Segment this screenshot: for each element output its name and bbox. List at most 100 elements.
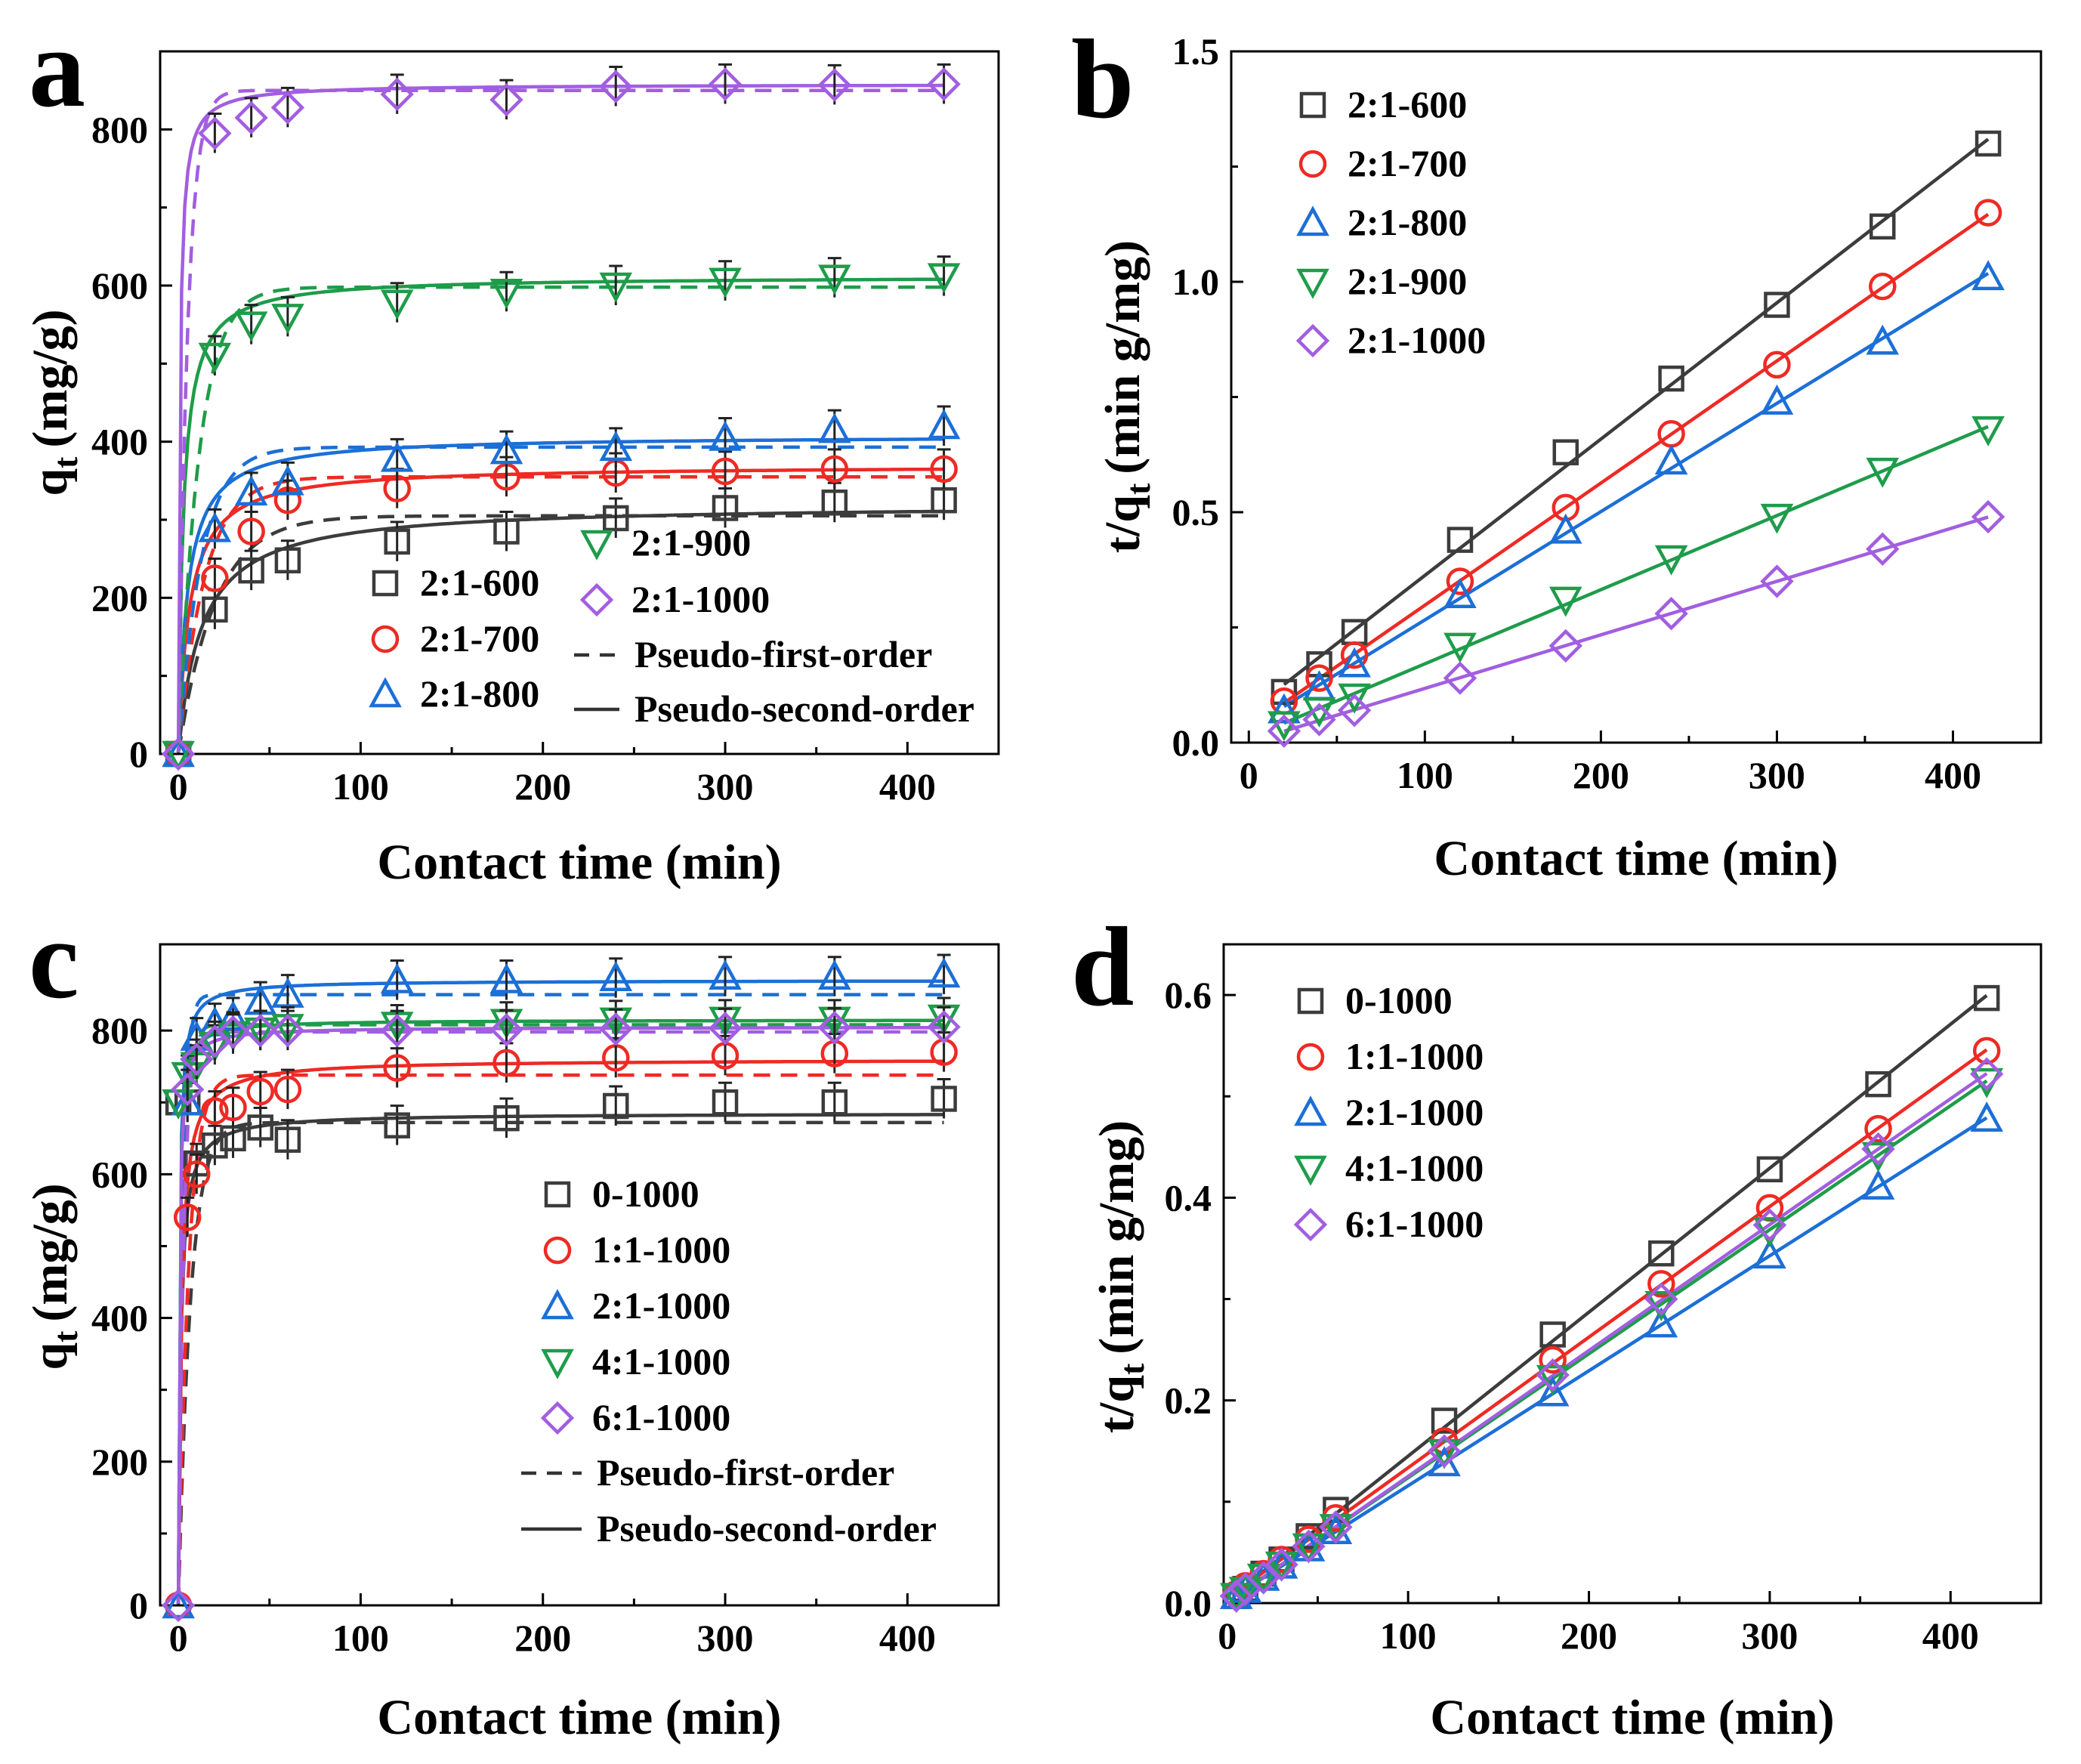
panel-b-y-axis-title-sub: t [1119,483,1157,495]
panel-d-linear-fit-line [1235,1072,1988,1598]
panel-a-x-tick-label: 300 [697,765,754,808]
panel-b-marks: 0 100 200 300 400 0.0 0.5 1.0 1.5 2:1-600 2:1-700 2… [1172,30,2005,796]
panel-c-data-point [599,1012,633,1046]
panel-d-linear-fit-line [1235,993,1988,1595]
panel-c-legend-label: 2:1-1000 [592,1284,730,1327]
panel-d-x-axis-title: Contact time (min) [1430,1690,1834,1745]
panel-c-x-tick-label: 0 [169,1617,188,1659]
panel-a-legend-marker [369,677,402,708]
panel-b-data-point [1974,199,2002,227]
panel-c-data-point [818,959,851,990]
panel-d-data-point [1865,1070,1891,1098]
panel-d-data-point [1264,1551,1298,1582]
panel-c-y-tick-label: 0 [129,1584,148,1627]
panel-a-pfo-fit-line [176,514,944,753]
panel-c-data-point [247,1114,273,1141]
panel-d-data-point [1647,1270,1675,1298]
panel-a-data-point [931,487,957,514]
panel-b-legend-label: 2:1-700 [1348,142,1467,184]
panel-d-linear-fit-line [1235,1116,1988,1597]
panel-d-legend-label: 6:1-1000 [1345,1203,1484,1245]
panel-c-y-tick-label: 400 [91,1297,148,1339]
panel-c-data-point [171,1072,205,1107]
panel-c-pso-fit-line [176,1113,944,1605]
panel-c-data-point [383,1054,411,1082]
panel-c-data-point [927,1010,961,1044]
panel-a-plot-frame [159,50,1000,755]
panel-c-legend-marker [541,1289,574,1320]
panel-a-data-point [599,431,633,462]
panel-a-legend-marker [579,582,614,617]
panel-d-data-point [1246,1561,1280,1595]
panel-c-pso-fit-line [176,1026,944,1605]
panel-a-data-point [820,455,849,483]
panel-c-letter: c [29,897,79,1022]
panel-b-data-point [1866,457,1900,488]
panel-b-linear-fit-line [1283,425,1989,725]
panel-c-data-point [171,1085,204,1116]
panel-a-data-point [493,518,520,545]
panel-d-data-point [1319,1510,1353,1544]
panel-d-data-point [1864,1114,1892,1143]
panel-a-data-point [274,547,301,573]
panel-b-data-point [1548,513,1582,544]
panel-a-data-point [162,740,195,771]
panel-b-data-point [1267,693,1301,724]
panel-a-x-tick-label: 200 [514,765,571,808]
panel-a-data-point [818,264,851,295]
panel-d-x-tick-label: 0 [1218,1614,1237,1657]
panel-a-data-point [599,272,633,303]
panel-b-data-point [1548,586,1582,617]
panel-a-data-point [709,420,742,451]
panel-b-x-tick-label: 300 [1749,754,1805,796]
panel-b-data-point [1267,714,1301,748]
panel-d-x-tick-label: 300 [1741,1614,1798,1657]
panel-b-legend-marker [1299,91,1326,119]
panel-b-data-point [1446,567,1474,595]
panel-d-legend-label: 4:1-1000 [1345,1147,1484,1189]
panel-d-data-point [1970,1101,2003,1132]
panel-c-pso-fit-line [176,979,944,1605]
panel-d-data-point [1428,1438,1461,1469]
panel-c-y-tick-label: 800 [91,1009,148,1052]
panel-a-data-point [927,409,961,440]
panel-d-data-point [1292,1533,1326,1564]
panel-a: a 0 100 200 300 400 0 200 400 600 800 2:1-600 2:1-7… [23,5,1000,890]
panel-b-y-axis-title-main: t/q [1095,495,1150,553]
panel-a-data-point [708,67,743,101]
panel-a-data-point [271,304,304,335]
panel-a-legend-label: 2:1-900 [631,521,751,564]
panel-b-legend-label: 2:1-800 [1348,201,1467,243]
panel-b-x-tick-label: 400 [1925,754,1981,796]
panel-d-data-point [1752,1208,1787,1242]
panel-c-legend-label: 0-1000 [592,1172,699,1215]
panel-b-x-tick-label: 0 [1240,754,1258,796]
panel-b-data-point [1971,499,2005,534]
panel-a-pfo-fit-line [176,285,944,753]
panel-b-data-point [1866,532,1900,566]
panel-a-legend-marker [372,570,399,597]
panel-d-legend-label: 1:1-1000 [1345,1035,1484,1077]
panel-a-pso-fit-line [176,277,944,753]
panel-d-data-point [1219,1579,1253,1613]
panel-c-y-tick-label: 200 [91,1441,148,1483]
panel-c-legend-label: 1:1-1000 [592,1228,730,1271]
panel-b-y-tick-label: 0.5 [1172,491,1220,533]
panel-a-data-point [818,412,851,443]
panel-c-data-point [216,1015,250,1049]
panel-a-legend-label: 2:1-600 [420,561,539,604]
panel-c-data-point [173,1203,202,1231]
panel-b-letter: b [1071,17,1134,142]
panel-c-legend-marker [543,1236,572,1265]
panel-b-y-axis-title: t/qt (min g/mg) [1095,240,1157,553]
panel-b-x-tick-label: 100 [1397,754,1453,796]
panel-d-data-point [1323,1497,1349,1523]
panel-b-data-point [1654,597,1688,631]
panel-c-data-point [380,962,414,993]
panel-d-legend-label: 0-1000 [1345,979,1453,1021]
panel-c-legend-marker [544,1181,571,1208]
panel-a-legend-marker [580,530,613,561]
panel-c-data-point [603,1092,629,1120]
panel-d-plot-frame [1222,943,2042,1605]
panel-d-data-point [1319,1514,1353,1545]
